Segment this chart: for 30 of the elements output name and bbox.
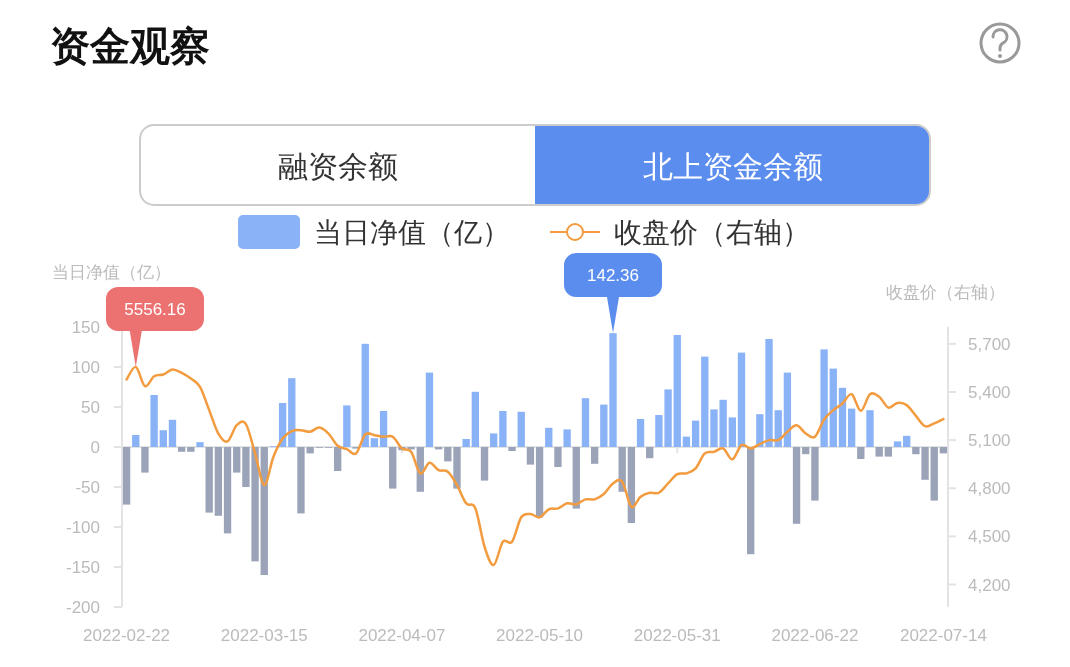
y-tick-label: -150 <box>65 558 100 577</box>
y2-tick-label: 4,200 <box>968 575 1011 595</box>
legend-label: 收盘价（右轴） <box>614 217 810 248</box>
chart-title: 资金观察 <box>50 24 210 68</box>
y-tick-label: 100 <box>71 358 100 377</box>
legend-label: 当日净值（亿） <box>314 217 510 248</box>
x-tick-label: 2022-07-14 <box>899 626 987 645</box>
y-tick-label: 150 <box>71 318 100 337</box>
y-axis-title: 当日净值（亿） <box>52 263 171 282</box>
data-label: 5556.16 <box>124 299 186 319</box>
y-tick-label: 0 <box>90 438 100 457</box>
x-tick-label: 2022-06-22 <box>771 626 859 645</box>
y2-axis-title: 收盘价（右轴） <box>886 283 1005 302</box>
y2-tick-label: 5,400 <box>968 382 1011 402</box>
x-tick-label: 2022-05-10 <box>496 626 584 645</box>
y-tick-label: -100 <box>65 518 100 537</box>
y-tick-label: -200 <box>65 598 100 617</box>
y-tick-label: -50 <box>75 478 100 497</box>
y2-tick-label: 5,700 <box>968 334 1011 354</box>
x-tick-label: 2022-05-31 <box>633 626 721 645</box>
y2-tick-label: 4,500 <box>968 527 1011 547</box>
text: 融资余额 <box>277 150 398 183</box>
y-tick-label: 50 <box>81 398 100 417</box>
x-tick-label: 2022-02-22 <box>83 626 171 645</box>
text: 北上资金余额 <box>642 150 823 183</box>
y2-tick-label: 5,100 <box>968 431 1011 451</box>
data-label: 142.36 <box>587 266 640 286</box>
x-tick-label: 2022-03-15 <box>220 626 308 645</box>
y2-tick-label: 4,800 <box>968 479 1011 499</box>
x-tick-label: 2022-04-07 <box>358 626 446 645</box>
